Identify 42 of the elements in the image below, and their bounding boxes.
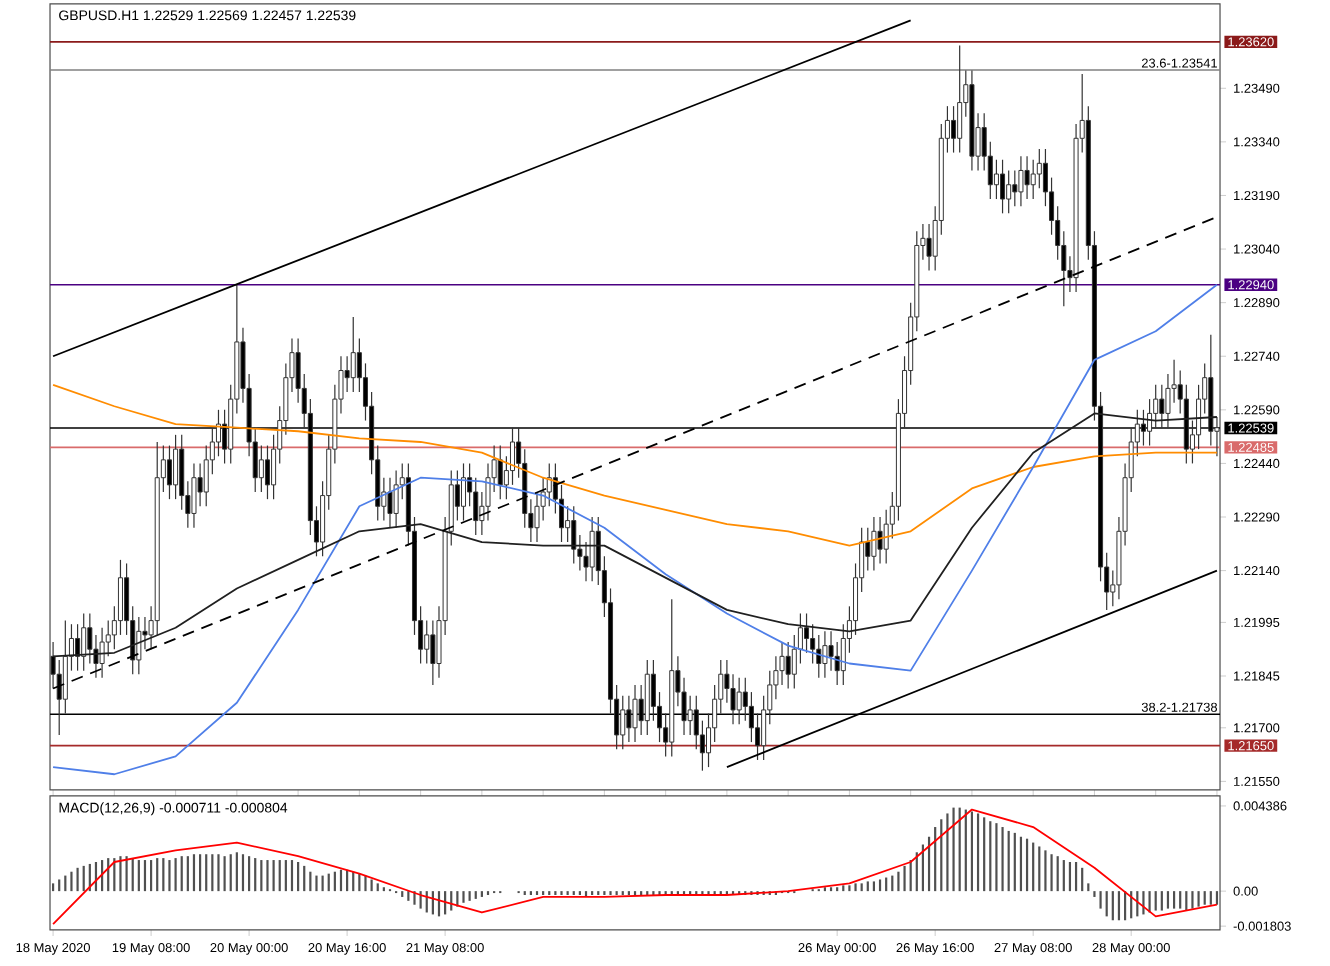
candlestick — [1000, 159, 1006, 214]
candlestick — [81, 612, 87, 672]
candlestick — [644, 659, 650, 736]
candlestick — [865, 527, 871, 572]
candlestick — [136, 616, 142, 675]
candlestick — [424, 620, 430, 665]
candlestick — [871, 516, 877, 572]
candlestick — [344, 355, 350, 393]
line-series — [52, 383, 1218, 547]
candlestick — [926, 223, 932, 272]
candlestick — [99, 627, 105, 679]
candlestick — [993, 159, 999, 200]
candlestick — [565, 505, 571, 543]
candlestick — [620, 695, 626, 750]
candlestick — [687, 695, 693, 736]
candlestick — [460, 462, 467, 522]
candlestick — [387, 477, 393, 529]
candlestick — [264, 444, 270, 500]
candlestick — [1024, 155, 1030, 200]
candlestick — [1006, 169, 1012, 214]
candlestick — [877, 516, 883, 565]
candlestick — [191, 462, 197, 529]
candlestick — [785, 641, 791, 690]
candlestick — [1018, 155, 1024, 207]
candlestick — [350, 316, 356, 393]
candlestick — [258, 444, 264, 493]
candlestick — [951, 105, 957, 154]
candlestick — [1012, 169, 1018, 207]
candlestick — [393, 469, 399, 529]
candlestick — [497, 444, 503, 500]
candlestick — [571, 505, 577, 565]
candlestick — [173, 434, 179, 500]
candlestick — [957, 44, 963, 154]
candlestick — [589, 516, 595, 582]
line-series — [52, 283, 1218, 776]
candlestick — [75, 623, 81, 672]
candlestick — [166, 444, 172, 500]
candlestick — [822, 630, 828, 679]
candlestick — [197, 462, 203, 507]
candlestick — [632, 684, 638, 743]
candlestick — [430, 620, 436, 686]
candlestick — [736, 677, 742, 725]
